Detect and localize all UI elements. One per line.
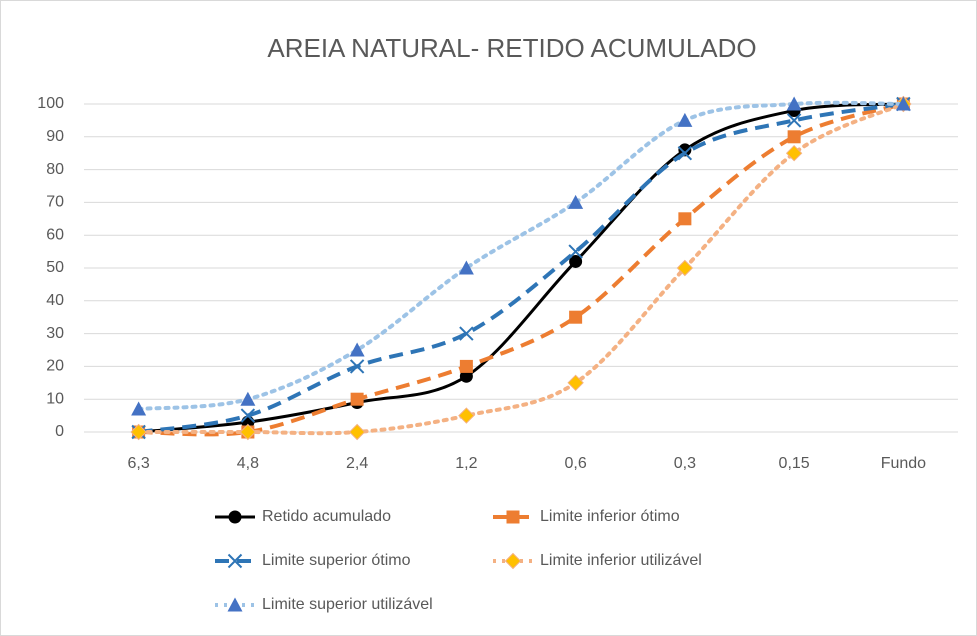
marker	[240, 391, 256, 406]
x-tick-label: 4,8	[237, 455, 259, 472]
marker	[227, 553, 243, 569]
series-line	[136, 100, 906, 412]
y-tick-label: 30	[46, 325, 64, 342]
marker	[676, 259, 694, 277]
marker	[459, 359, 473, 373]
x-tick-label: 0,3	[674, 455, 696, 472]
marker	[459, 369, 473, 383]
legend-item: Limite superior ótimo	[215, 552, 411, 569]
y-tick-label: 80	[46, 161, 64, 178]
marker	[228, 510, 242, 524]
y-tick-label: 20	[46, 358, 64, 375]
series-line	[138, 102, 904, 434]
marker	[567, 374, 584, 392]
marker	[239, 423, 257, 441]
y-tick-label: 100	[37, 95, 64, 112]
marker	[677, 112, 693, 127]
marker	[569, 310, 583, 324]
y-tick-label: 50	[46, 259, 64, 276]
marker	[895, 96, 911, 111]
marker	[458, 260, 474, 275]
marker	[131, 401, 147, 416]
y-tick-label: 40	[46, 292, 64, 309]
y-tick-label: 90	[46, 128, 64, 145]
chart-title: AREIA NATURAL- RETIDO ACUMULADO	[267, 33, 756, 63]
marker	[678, 212, 692, 226]
marker	[459, 326, 474, 341]
legend-label: Limite superior ótimo	[262, 552, 411, 569]
marker	[786, 113, 802, 128]
legend-label: Limite inferior utilizável	[540, 552, 702, 569]
series-line	[138, 102, 904, 434]
marker	[458, 407, 475, 424]
x-tick-label: 2,4	[346, 455, 368, 472]
legend-label: Limite inferior ótimo	[540, 508, 680, 525]
series-line	[136, 102, 906, 436]
marker	[786, 96, 802, 111]
marker	[568, 244, 583, 259]
marker	[349, 342, 365, 357]
y-tick-label: 0	[55, 423, 64, 440]
marker	[240, 408, 256, 423]
y-tick-label: 60	[46, 226, 64, 243]
y-tick-label: 10	[46, 390, 64, 407]
marker	[677, 145, 693, 161]
x-tick-label: 0,15	[779, 455, 810, 472]
legend-label: Retido acumulado	[262, 508, 391, 525]
legend-item: Limite superior utilizável	[215, 596, 433, 613]
x-tick-label: Fundo	[881, 455, 926, 472]
marker	[504, 552, 522, 570]
marker	[787, 130, 801, 144]
marker	[227, 597, 243, 612]
legend-item: Limite inferior utilizável	[493, 552, 702, 569]
marker	[506, 510, 520, 524]
marker	[348, 423, 366, 441]
marker	[569, 254, 583, 268]
marker	[568, 194, 584, 209]
x-tick-label: 6,3	[128, 455, 150, 472]
marker	[349, 359, 365, 374]
x-tick-label: 0,6	[565, 455, 587, 472]
y-tick-label: 70	[46, 194, 64, 211]
legend-item: Limite inferior ótimo	[493, 508, 680, 525]
marker	[785, 144, 803, 162]
marker	[350, 392, 364, 406]
legend-label: Limite superior utilizável	[262, 596, 433, 613]
marker	[130, 423, 147, 441]
legend-item: Retido acumulado	[215, 508, 391, 525]
x-tick-label: 1,2	[455, 455, 477, 472]
